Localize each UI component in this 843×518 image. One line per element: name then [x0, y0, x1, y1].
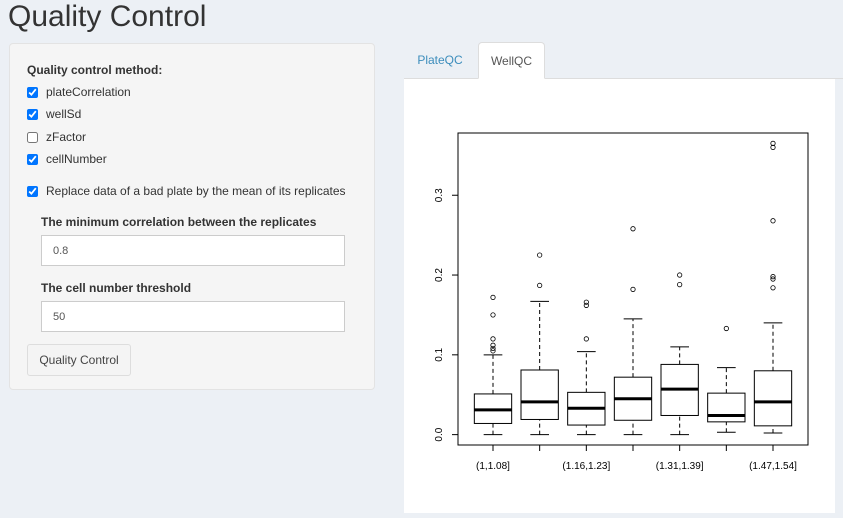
outlier-point: [583, 302, 589, 308]
outlier-point: [770, 140, 776, 146]
x-tick-label: (1,1.08]: [476, 461, 510, 472]
outlier-point: [723, 325, 729, 332]
tab-bar: PlateQC WellQC: [404, 42, 843, 79]
cell-threshold-input[interactable]: [41, 301, 345, 332]
plate-correlation-checkbox[interactable]: [27, 86, 38, 98]
tab-wellqc[interactable]: WellQC: [478, 42, 545, 79]
qc-method-label: Quality control method:: [27, 63, 163, 77]
box: [707, 392, 746, 423]
method-cell-number[interactable]: cellNumber: [27, 152, 107, 166]
outlier-point: [490, 342, 496, 348]
well-sd-label: wellSd: [46, 107, 82, 121]
x-tick-label: (1.16,1.23]: [562, 461, 610, 472]
plate-correlation-label: plateCorrelation: [46, 85, 131, 99]
quality-control-button[interactable]: Quality Control: [27, 344, 131, 376]
outlier-point: [537, 282, 543, 289]
page-title: Quality Control: [8, 0, 207, 33]
box: [520, 369, 559, 420]
cell-number-label: cellNumber: [46, 152, 107, 166]
outlier-point: [677, 272, 683, 278]
x-tick-label: (1.47,1.54]: [749, 461, 797, 472]
y-tick-label: 0.2: [434, 268, 445, 282]
outlier-point: [770, 276, 776, 282]
cell-threshold-label: The cell number threshold: [41, 281, 192, 295]
y-tick-label: 0.1: [434, 347, 445, 361]
outlier-point: [630, 286, 636, 292]
y-tick-label: 0.3: [434, 188, 445, 202]
wellqc-plot-panel: 0.0 0.1 0.2 0.3 (1,1.08] (1.16,1.23] (1.31,1.3…: [404, 79, 835, 513]
outlier-point: [490, 348, 496, 354]
outlier-point: [490, 312, 496, 318]
outlier-point: [770, 274, 776, 280]
outlier-point: [677, 282, 683, 288]
outlier-point: [490, 294, 496, 300]
z-factor-label: zFactor: [46, 130, 87, 144]
replace-bad-plate-checkbox[interactable]: [27, 185, 38, 197]
y-tick-label: 0.0: [434, 427, 445, 441]
outlier-point: [770, 218, 776, 224]
min-correlation-label: The minimum correlation between the repl…: [41, 215, 317, 229]
boxplot-chart: 0.0 0.1 0.2 0.3 (1,1.08] (1.16,1.23] (1.31,1.3…: [434, 132, 809, 472]
x-tick-label: (1.31,1.39]: [656, 461, 704, 472]
outlier-point: [583, 299, 589, 305]
replace-bad-plate-option[interactable]: Replace data of a bad plate by the mean …: [27, 184, 346, 198]
min-correlation-input[interactable]: [41, 235, 345, 266]
method-well-sd[interactable]: wellSd: [27, 107, 81, 121]
outlier-point: [770, 144, 776, 150]
sidebar-panel: Quality control method: plateCorrelation…: [9, 43, 375, 390]
well-sd-checkbox[interactable]: [27, 108, 38, 120]
box: [753, 370, 793, 427]
outlier-point: [490, 345, 496, 352]
replace-bad-plate-label: Replace data of a bad plate by the mean …: [46, 184, 346, 198]
cell-number-checkbox[interactable]: [27, 153, 38, 165]
method-plate-correlation[interactable]: plateCorrelation: [27, 85, 131, 99]
z-factor-checkbox[interactable]: [27, 131, 38, 143]
outlier-point: [537, 252, 543, 258]
tab-plateqc[interactable]: PlateQC: [417, 53, 463, 67]
outlier-point: [583, 336, 589, 342]
outlier-point: [630, 226, 636, 232]
method-z-factor[interactable]: zFactor: [27, 130, 86, 144]
outlier-point: [770, 285, 776, 291]
outlier-point: [490, 336, 496, 342]
